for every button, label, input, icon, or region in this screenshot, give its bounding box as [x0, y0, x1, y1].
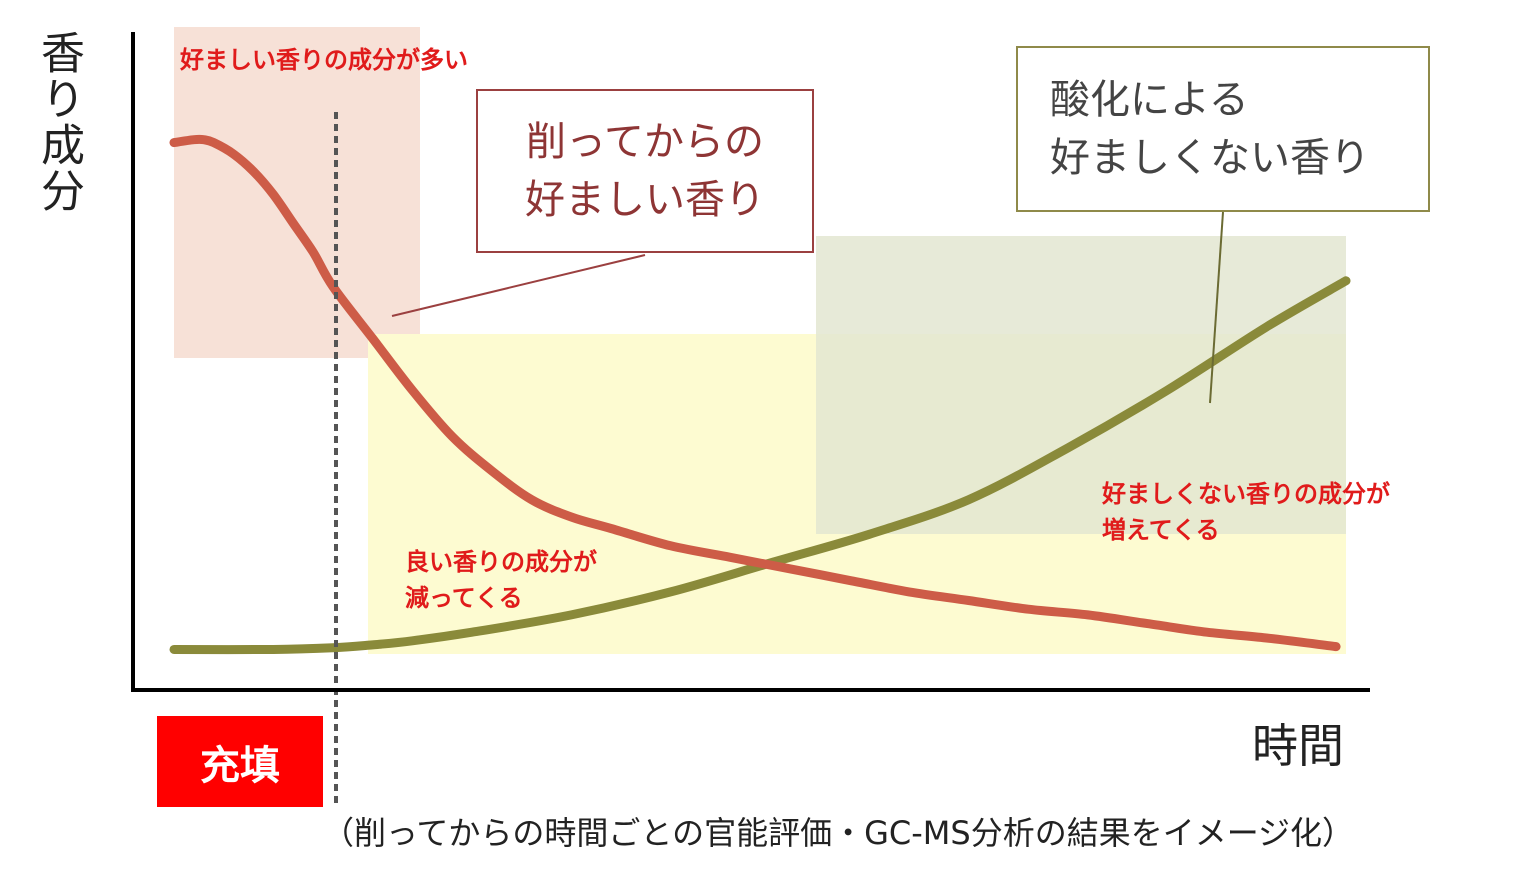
annotation-increasing-line-1: 好ましくない香りの成分が: [1102, 480, 1390, 508]
annotation-increasing: 好ましくない香りの成分が 増えてくる: [1102, 476, 1390, 548]
good-aroma-callout-line-2: 好ましい香り: [525, 177, 765, 223]
bad-aroma-region: [816, 236, 1346, 534]
annotation-top-left: 好ましい香りの成分が多い: [180, 46, 468, 74]
annotation-increasing-line-2: 増えてくる: [1102, 516, 1220, 544]
series-layer: [169, 134, 1351, 655]
annotation-decreasing: 良い香りの成分が 減ってくる: [405, 544, 597, 616]
y-axis-label: 香り成分: [33, 30, 84, 214]
good-aroma-callout-line-1: 削ってからの: [526, 119, 764, 165]
series-line-good-aroma: [169, 134, 1341, 652]
x-axis-label: 時間: [1252, 719, 1344, 773]
fill-badge: 充填: [157, 716, 323, 807]
good-callout-leader: [391, 254, 646, 317]
annotation-decreasing-line-2: 減ってくる: [405, 584, 523, 612]
caption: （削ってからの時間ごとの官能評価・GC-MS分析の結果をイメージ化）: [322, 814, 1355, 852]
good-aroma-callout: 削ってからの 好ましい香り: [476, 89, 814, 253]
series-line-bad-aroma: [169, 276, 1351, 655]
bad-aroma-callout-line-1: 酸化による: [1050, 77, 1249, 123]
bad-aroma-callout-line-2: 好ましくない香り: [1050, 135, 1370, 181]
bad-callout-leader: [1209, 211, 1224, 404]
bad-aroma-callout: 酸化による 好ましくない香り: [1016, 46, 1430, 212]
good-aroma-region: [174, 27, 420, 358]
annotation-decreasing-line-1: 良い香りの成分が: [405, 548, 597, 576]
